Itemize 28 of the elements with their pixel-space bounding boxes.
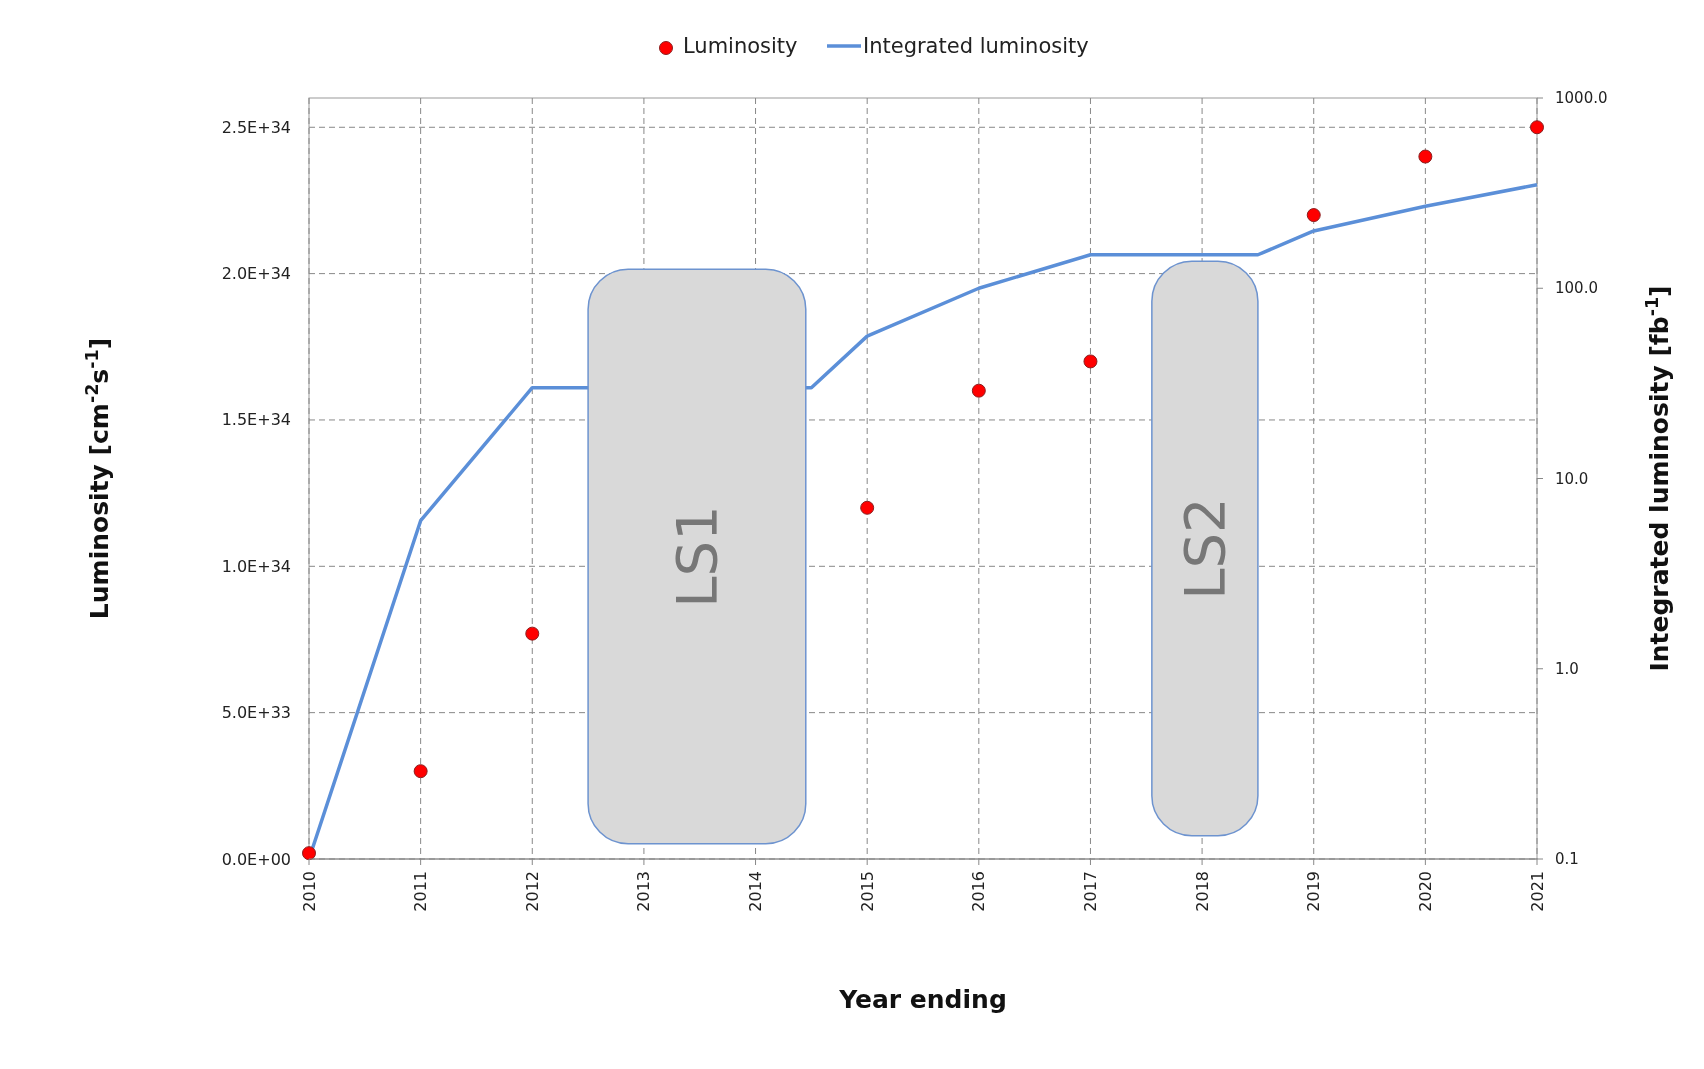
x-tick-label: 2013 [634, 871, 654, 912]
y-tick-label: 2.5E+34 [221, 117, 291, 137]
y2-tick-label: 10.0 [1555, 469, 1589, 488]
x-tick-label: 2020 [1415, 871, 1435, 912]
x-tick-label: 2018 [1192, 871, 1212, 912]
y-tick-label: 0.0E+00 [221, 849, 291, 869]
y2-tick-label: 0.1 [1555, 850, 1579, 868]
x-tick-label: 2021 [1527, 871, 1547, 912]
x-tick-label: 2017 [1080, 871, 1100, 912]
x-tick-label: 2012 [522, 871, 542, 912]
x-tick-label: 2011 [411, 871, 431, 912]
x-tick-label: 2010 [299, 871, 319, 912]
y2-tick-label: 1.0 [1555, 659, 1579, 678]
x-tick-label: 2016 [969, 871, 989, 912]
band-label: LS1 [664, 505, 730, 608]
x-tick-label: 2019 [1304, 871, 1324, 912]
y2-tick-label: 1000.0 [1555, 89, 1608, 107]
band-label: LS2 [1172, 497, 1238, 600]
legend-label: Luminosity [683, 34, 798, 58]
legend-label: Integrated luminosity [863, 34, 1089, 58]
y-tick-label: 1.5E+34 [221, 410, 291, 430]
x-axis-title: Year ending [838, 985, 1007, 1014]
y-tick-label: 5.0E+33 [221, 703, 291, 723]
y2-tick-label: 100.0 [1555, 279, 1598, 298]
y-tick-label: 2.0E+34 [221, 264, 291, 284]
x-tick-label: 2014 [746, 871, 766, 912]
x-tick-label: 2015 [857, 871, 877, 912]
y-tick-label: 1.0E+34 [221, 556, 291, 576]
